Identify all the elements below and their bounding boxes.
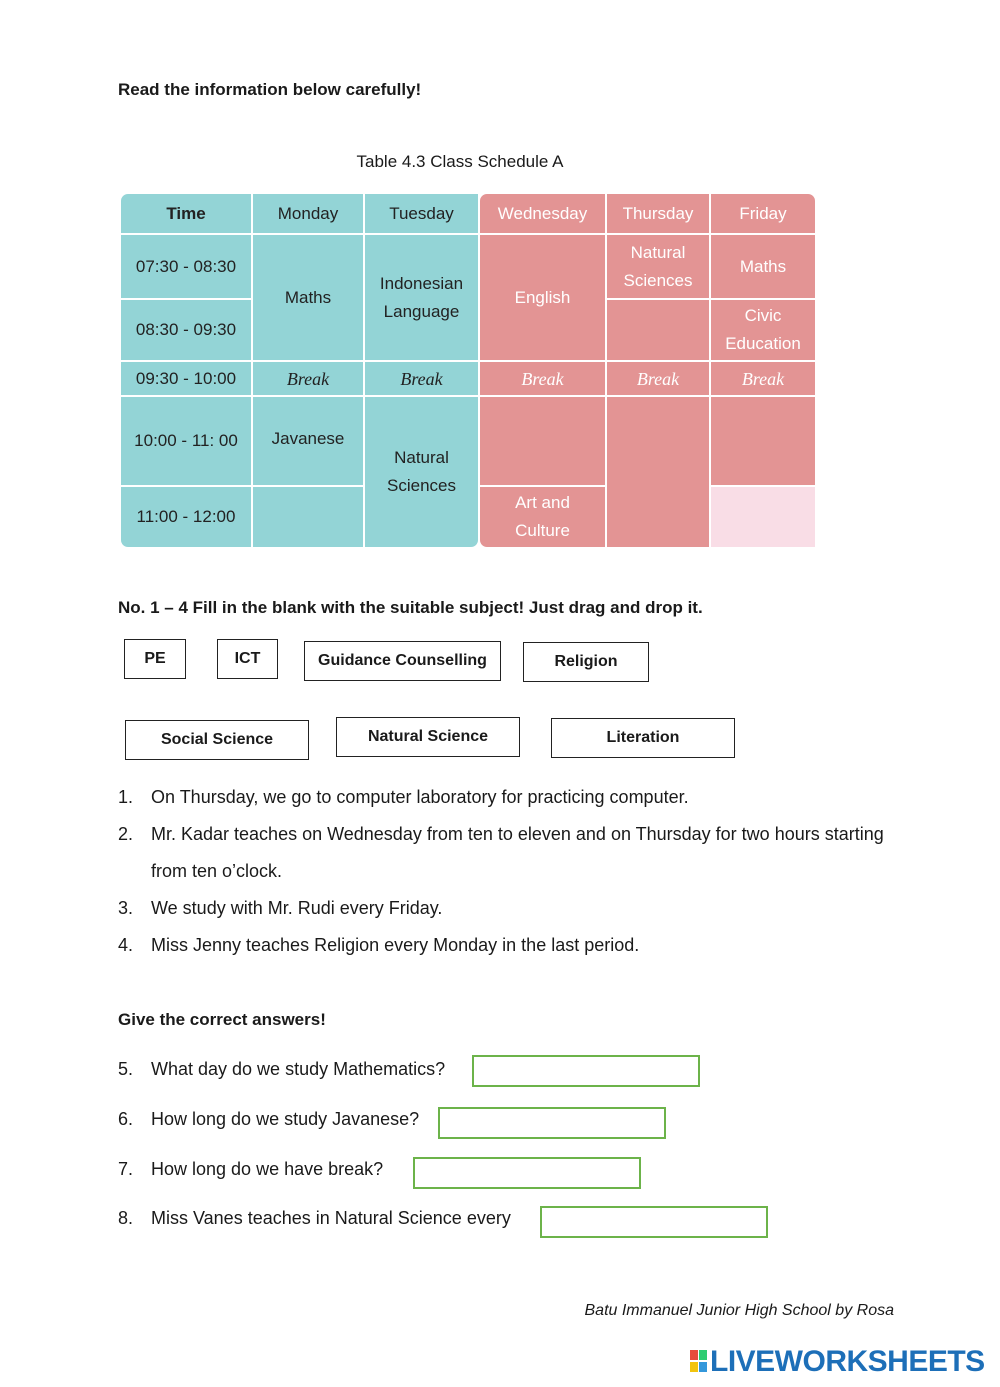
answer-box[interactable] — [540, 1206, 768, 1238]
subject-cell: Maths — [710, 234, 816, 299]
drag-option[interactable]: PE — [124, 639, 186, 679]
header-cell: Thursday — [606, 193, 710, 234]
question-text: How long do we have break? — [151, 1159, 384, 1179]
question-text: Mr. Kadar teaches on Wednesday from ten … — [151, 824, 884, 881]
header-cell: Time — [120, 193, 252, 234]
drag-option[interactable]: Religion — [523, 642, 649, 682]
subject-cell: English — [479, 234, 606, 361]
answer-box[interactable] — [413, 1157, 641, 1189]
subject-cell: Natural Sciences — [364, 396, 479, 548]
subject-cell: Indonesian Language — [364, 234, 479, 361]
question-text: How long do we study Javanese? — [151, 1109, 420, 1129]
header-cell: Friday — [710, 193, 816, 234]
subject-cell: Maths — [252, 234, 364, 361]
question-text: Miss Jenny teaches Religion every Monday… — [151, 935, 640, 955]
instruction: Read the information below carefully! — [118, 80, 422, 99]
subject-cell: Art and Culture — [479, 486, 606, 548]
time-cell: 09:30 - 10:00 — [120, 361, 252, 396]
drag-option[interactable]: ICT — [217, 639, 278, 679]
header-cell: Monday — [252, 193, 364, 234]
question-number: 5. — [118, 1059, 134, 1079]
schedule-table: Time Monday Tuesday Wednesday Thursday F… — [120, 193, 816, 548]
table-caption: Table 4.3 Class Schedule A — [356, 152, 564, 171]
drag-option[interactable]: Social Science — [125, 720, 309, 760]
task-heading: Give the correct answers! — [118, 1010, 326, 1029]
time-cell: 07:30 - 08:30 — [120, 234, 252, 299]
question-number: 7. — [118, 1159, 134, 1179]
footer-credit: Batu Immanuel Junior High School by Rosa — [584, 1302, 895, 1319]
header-cell: Wednesday — [479, 193, 606, 234]
break-cell: Break — [364, 361, 479, 396]
brand-logo — [690, 1348, 708, 1374]
question-number: 8. — [118, 1208, 134, 1228]
break-cell: Break — [252, 361, 364, 396]
question-text: We study with Mr. Rudi every Friday. — [151, 898, 443, 918]
answer-box[interactable] — [472, 1055, 700, 1087]
subject-cell: Civic Education — [710, 299, 816, 361]
question-text: What day do we study Mathematics? — [151, 1059, 446, 1079]
answer-box[interactable] — [438, 1107, 666, 1139]
time-cell: 10:00 - 11: 00 — [120, 396, 252, 486]
break-cell: Break — [710, 361, 816, 396]
drag-option[interactable]: Literation — [551, 718, 735, 758]
question-number: 6. — [118, 1109, 134, 1129]
question-number: 1. — [118, 787, 134, 807]
brand-name: LIVEWORKSHEETS — [710, 1345, 985, 1378]
break-cell: Break — [479, 361, 606, 396]
empty-cell — [710, 486, 816, 548]
question-text: Miss Vanes teaches in Natural Science ev… — [151, 1208, 511, 1228]
break-cell: Break — [606, 361, 710, 396]
task-heading: No. 1 – 4 Fill in the blank with the sui… — [118, 598, 703, 617]
header-cell: Tuesday — [364, 193, 479, 234]
question-number: 2. — [118, 824, 134, 844]
question-text: On Thursday, we go to computer laborator… — [151, 787, 689, 807]
subject-cell: Javanese — [252, 396, 364, 486]
empty-cell — [606, 299, 710, 361]
empty-cell — [710, 396, 816, 486]
empty-cell — [606, 396, 710, 548]
drag-option[interactable]: Natural Science — [336, 717, 520, 757]
drag-option[interactable]: Guidance Counselling — [304, 641, 501, 681]
subject-cell: Natural Sciences — [606, 234, 710, 299]
empty-cell — [252, 486, 364, 548]
time-cell: 11:00 - 12:00 — [120, 486, 252, 548]
question-number: 3. — [118, 898, 134, 918]
time-cell: 08:30 - 09:30 — [120, 299, 252, 361]
empty-cell — [479, 396, 606, 486]
question-number: 4. — [118, 935, 134, 955]
